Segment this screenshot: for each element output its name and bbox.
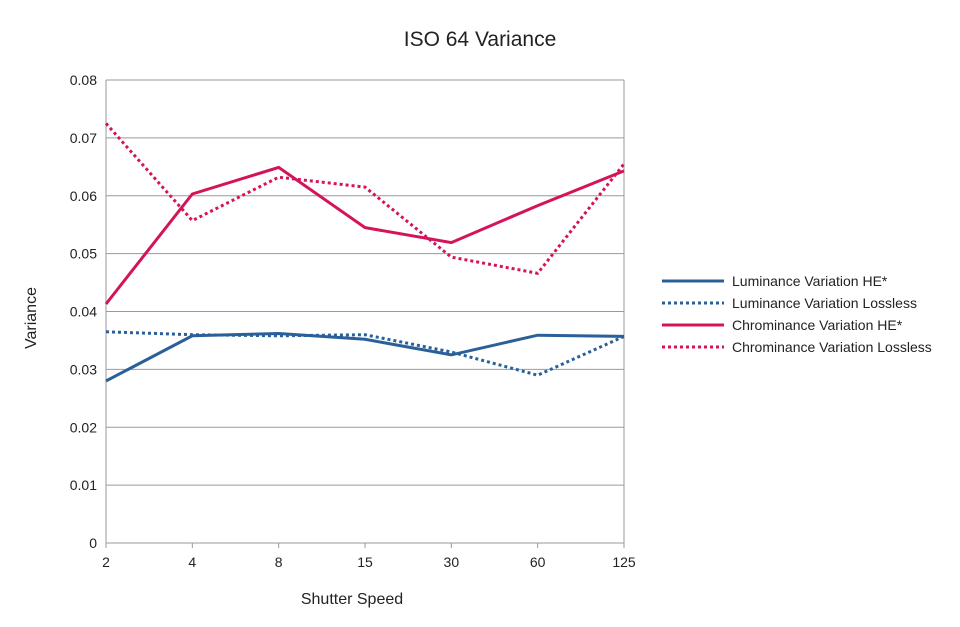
x-tick-label: 2 (102, 554, 110, 570)
series-lines (104, 122, 626, 383)
y-tick-label: 0.04 (70, 304, 97, 320)
y-tick-label: 0 (89, 535, 97, 551)
y-tick-label: 0.08 (70, 72, 97, 88)
x-tick-label: 60 (530, 554, 546, 570)
chart-title: ISO 64 Variance (404, 28, 557, 51)
y-axis-title: Variance (23, 287, 40, 349)
y-tick-label: 0.03 (70, 361, 97, 377)
gridlines (106, 79, 624, 486)
x-tick-label: 30 (444, 554, 460, 570)
x-tick-label: 15 (357, 554, 373, 570)
series-line-1 (105, 331, 625, 383)
x-tick-label: 4 (188, 554, 196, 570)
series-line-3 (104, 165, 625, 305)
y-tick-label: 0.05 (70, 246, 97, 262)
x-tick-label: 125 (612, 554, 636, 570)
y-tick-label: 0.01 (70, 477, 97, 493)
axes (105, 80, 625, 548)
series-line-2 (105, 330, 625, 377)
x-axis-title: Shutter Speed (301, 591, 403, 608)
legend-label: Chrominance Variation HE* (732, 317, 903, 333)
legend-label: Luminance Variation Lossless (732, 295, 917, 311)
x-tick-labels: 2 4 8 15 30 60 125 (102, 554, 636, 570)
legend: Luminance Variation HE* Luminance Variati… (662, 273, 932, 355)
y-tick-label: 0.02 (70, 419, 97, 435)
y-tick-label: 0.07 (70, 130, 97, 146)
y-tick-labels: 0 0.01 0.02 0.03 0.04 0.05 0.06 0.07 0.08 (70, 72, 97, 551)
legend-label: Chrominance Variation Lossless (732, 339, 932, 355)
series-line-4 (104, 122, 626, 275)
y-tick-label: 0.06 (70, 188, 97, 204)
x-tick-label: 8 (275, 554, 283, 570)
legend-label: Luminance Variation HE* (732, 273, 888, 289)
